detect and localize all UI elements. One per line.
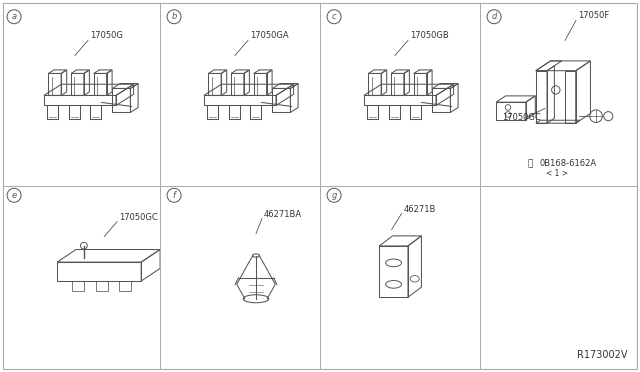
Text: f: f <box>173 191 175 200</box>
Text: 0B168-6162A: 0B168-6162A <box>540 160 597 169</box>
Text: R173002V: R173002V <box>577 350 628 360</box>
Text: 17050GC: 17050GC <box>119 212 158 222</box>
Text: e: e <box>12 191 17 200</box>
Text: Ⓑ: Ⓑ <box>528 160 533 169</box>
Text: 17050G: 17050G <box>90 32 123 41</box>
Text: 46271B: 46271B <box>404 205 436 214</box>
Text: 46271BA: 46271BA <box>264 209 302 219</box>
Text: d: d <box>492 12 497 21</box>
Text: 17050GA: 17050GA <box>250 32 289 41</box>
Text: a: a <box>12 12 17 21</box>
Text: 17050GB: 17050GB <box>410 32 449 41</box>
Text: 17050F: 17050F <box>578 12 609 20</box>
Text: g: g <box>332 191 337 200</box>
Text: b: b <box>172 12 177 21</box>
Text: 17050GC: 17050GC <box>502 113 541 122</box>
Text: < 1 >: < 1 > <box>546 169 568 179</box>
Text: c: c <box>332 12 337 21</box>
